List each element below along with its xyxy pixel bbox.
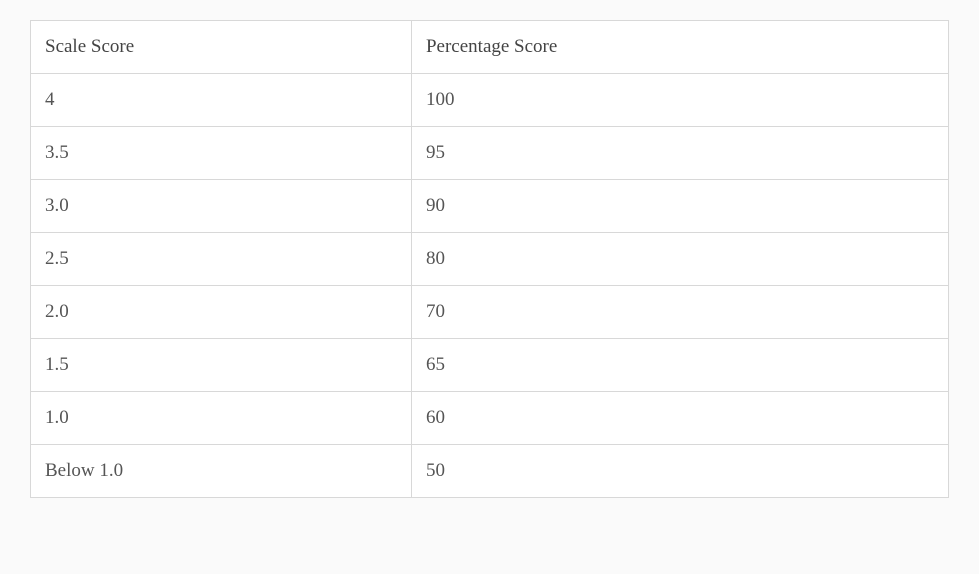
table-header-row: Scale Score Percentage Score	[31, 21, 949, 74]
scale-score-cell: 1.5	[31, 339, 412, 392]
percentage-score-cell: 80	[411, 233, 948, 286]
table-row: 1.0 60	[31, 392, 949, 445]
column-header-percentage-score: Percentage Score	[411, 21, 948, 74]
score-conversion-table: Scale Score Percentage Score 4 100 3.5 9…	[30, 20, 949, 498]
scale-score-cell: Below 1.0	[31, 445, 412, 498]
scale-score-cell: 2.5	[31, 233, 412, 286]
percentage-score-cell: 60	[411, 392, 948, 445]
table-row: 4 100	[31, 74, 949, 127]
scale-score-cell: 3.5	[31, 127, 412, 180]
table-row: 1.5 65	[31, 339, 949, 392]
scale-score-cell: 3.0	[31, 180, 412, 233]
table-row: 2.5 80	[31, 233, 949, 286]
percentage-score-cell: 70	[411, 286, 948, 339]
column-header-scale-score: Scale Score	[31, 21, 412, 74]
percentage-score-cell: 100	[411, 74, 948, 127]
table-row: 3.5 95	[31, 127, 949, 180]
percentage-score-cell: 90	[411, 180, 948, 233]
table-row: 3.0 90	[31, 180, 949, 233]
scale-score-cell: 4	[31, 74, 412, 127]
table-row: Below 1.0 50	[31, 445, 949, 498]
table-row: 2.0 70	[31, 286, 949, 339]
scale-score-cell: 2.0	[31, 286, 412, 339]
percentage-score-cell: 95	[411, 127, 948, 180]
percentage-score-cell: 65	[411, 339, 948, 392]
scale-score-cell: 1.0	[31, 392, 412, 445]
percentage-score-cell: 50	[411, 445, 948, 498]
